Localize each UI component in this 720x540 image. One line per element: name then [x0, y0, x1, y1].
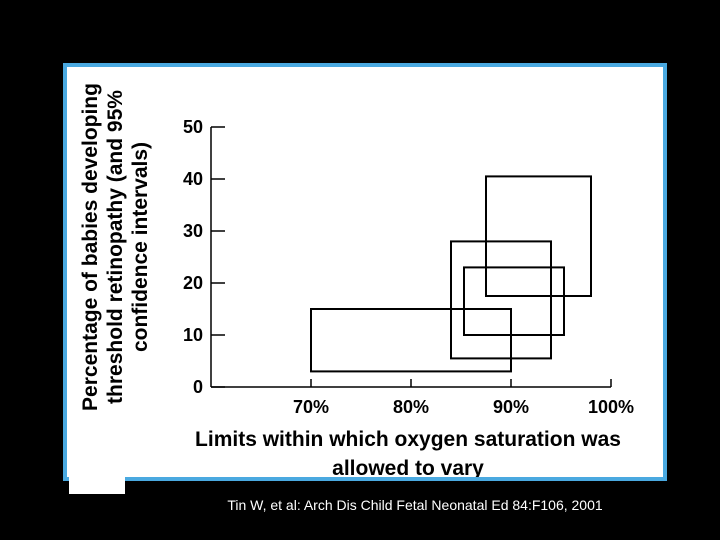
frame-notch — [69, 470, 125, 494]
x-axis-title-line: allowed to vary — [332, 457, 484, 477]
x-tick-label: 80% — [393, 397, 429, 417]
range-boxes — [310, 175, 592, 373]
y-axis: 0 10 20 30 40 50 — [183, 117, 225, 397]
y-axis-title-line: Percentage of babies developing — [79, 83, 102, 411]
citation-text: Tin W, et al: Arch Dis Child Fetal Neona… — [227, 497, 603, 513]
y-tick-label: 20 — [183, 273, 203, 293]
y-axis-title-line: threshold retinopathy (and 95% — [104, 90, 127, 404]
chart-panel: 0 10 20 30 40 50 70% 80% 90% 100% Percentage of … — [67, 67, 663, 477]
x-axis-title-line: Limits within which oxygen saturation wa… — [195, 428, 621, 451]
x-tick-label: 70% — [293, 397, 329, 417]
y-axis-title: Percentage of babies developingthreshold… — [79, 83, 152, 411]
range-box — [450, 240, 552, 360]
range-box — [463, 266, 565, 336]
x-tick-label: 90% — [493, 397, 529, 417]
range-box-chart: 0 10 20 30 40 50 70% 80% 90% 100% Percentage of … — [79, 83, 634, 477]
x-axis-title: Limits within which oxygen saturation wa… — [195, 428, 621, 477]
x-tick-label: 100% — [588, 397, 634, 417]
figure-frame: 0 10 20 30 40 50 70% 80% 90% 100% Percentage of … — [63, 63, 667, 481]
y-tick-label: 50 — [183, 117, 203, 137]
x-axis: 70% 80% 90% 100% — [211, 379, 634, 417]
y-axis-title-text: Percentage of babies developingthreshold… — [79, 83, 152, 411]
range-box — [310, 308, 512, 373]
y-axis-title-line: confidence intervals) — [129, 142, 152, 352]
range-box — [485, 175, 592, 297]
y-tick-label: 10 — [183, 325, 203, 345]
y-tick-label: 0 — [193, 377, 203, 397]
y-tick-label: 30 — [183, 221, 203, 241]
y-tick-label: 40 — [183, 169, 203, 189]
